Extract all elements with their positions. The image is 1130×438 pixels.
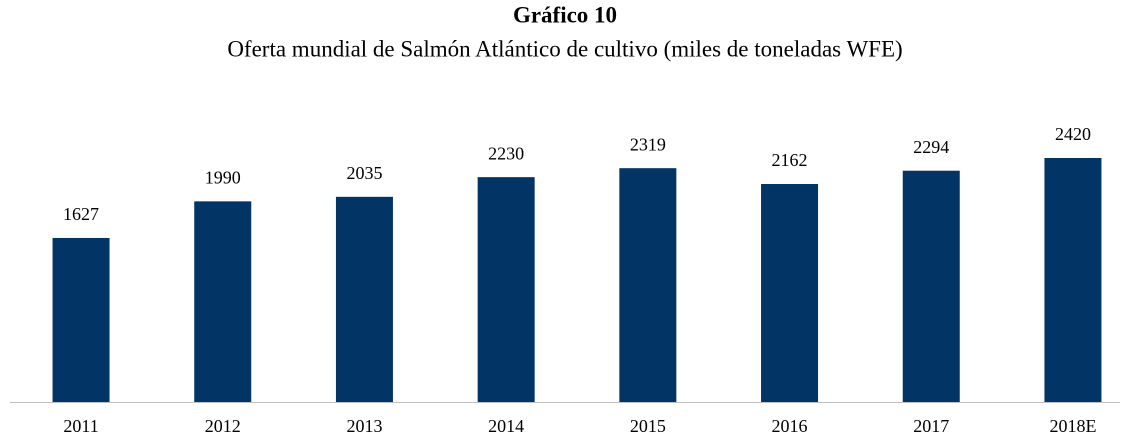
bar: [335, 196, 393, 402]
value-label: 2294: [913, 137, 949, 157]
x-tick-label: 2013: [346, 416, 382, 436]
value-label: 2319: [630, 134, 666, 154]
x-tick-label: 2017: [913, 416, 949, 436]
bar: [1044, 158, 1102, 402]
bar: [52, 237, 110, 402]
bar: [902, 170, 960, 402]
x-tick-label: 2012: [205, 416, 241, 436]
value-label: 2420: [1055, 124, 1091, 144]
bar: [619, 168, 677, 402]
value-label: 2230: [488, 143, 524, 163]
value-label: 1627: [63, 204, 99, 224]
x-tick-label: 2015: [630, 416, 666, 436]
x-tick-label: 2014: [488, 416, 524, 436]
value-label: 2162: [772, 150, 808, 170]
chart-subtitle: Oferta mundial de Salmón Atlántico de cu…: [227, 36, 902, 61]
value-label: 1990: [205, 167, 241, 187]
x-tick-label: 2016: [772, 416, 808, 436]
value-label: 2035: [346, 163, 382, 183]
bar: [761, 184, 819, 402]
chart-title: Gráfico 10: [513, 2, 617, 27]
x-tick-label: 2018E: [1049, 416, 1096, 436]
x-tick-label: 2011: [63, 416, 98, 436]
bar: [477, 177, 535, 402]
bar: [194, 201, 252, 402]
